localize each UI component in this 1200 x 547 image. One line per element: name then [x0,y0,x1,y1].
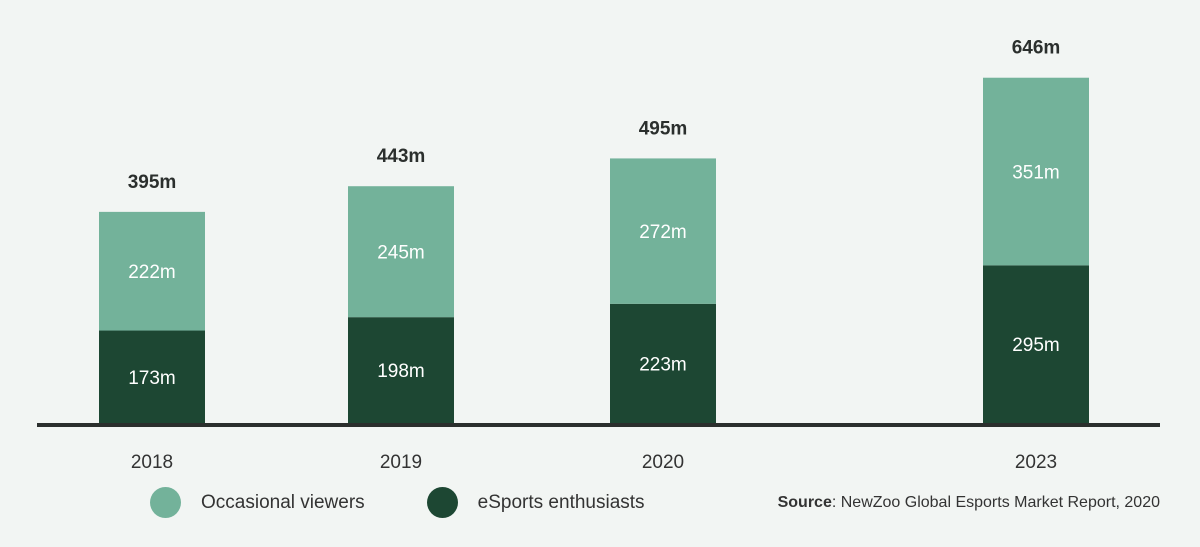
bar-esports-enthusiasts-2020 [610,303,716,423]
source-text: : NewZoo Global Esports Market Report, 2… [831,494,1160,511]
x-tick-label-2018: 2018 [131,452,173,473]
stacked-bar-chart: 173m 222m 395m 2018 198m 245m 443m 2019 223m 272m… [37,38,1160,473]
bars-group [99,77,1089,423]
data-label-esports-enthusiasts-2018: 173m [128,368,176,389]
bar-occasional-viewers-2023 [983,77,1089,266]
data-label-esports-enthusiasts-2023: 295m [1012,335,1060,356]
data-label-esports-enthusiasts-2020: 223m [639,354,687,375]
legend-label-occasional-viewers: Occasional viewers [201,491,365,513]
labels-group: 173m 222m 395m 2018 198m 245m 443m 2019 223m 272m… [128,38,1061,473]
bar-esports-enthusiasts-2019 [348,317,454,423]
bar-esports-enthusiasts-2018 [99,330,205,423]
legend-label-esports-enthusiasts: eSports enthusiasts [477,491,645,513]
data-label-occasional-viewers-2023: 351m [1012,163,1060,184]
total-label-2018: 395m [128,172,177,193]
bar-occasional-viewers-2018 [99,211,205,331]
data-label-occasional-viewers-2020: 272m [639,222,687,243]
legend: Occasional viewers eSports enthusiasts [150,487,707,518]
legend-swatch-esports-enthusiasts [426,487,458,518]
x-tick-label-2020: 2020 [642,452,684,473]
bar-occasional-viewers-2020 [610,158,716,304]
data-label-occasional-viewers-2018: 222m [128,262,176,283]
source-note: Source: NewZoo Global Esports Market Rep… [778,494,1160,512]
source-key: Source [777,494,832,511]
x-tick-label-2019: 2019 [380,452,422,473]
legend-item-esports-enthusiasts: eSports enthusiasts [426,487,645,518]
data-label-esports-enthusiasts-2019: 198m [377,361,425,382]
x-tick-label-2023: 2023 [1015,452,1057,473]
bar-esports-enthusiasts-2023 [983,265,1089,423]
bar-occasional-viewers-2019 [348,186,454,318]
legend-swatch-occasional-viewers [150,487,181,518]
data-label-occasional-viewers-2019: 245m [377,243,425,264]
total-label-2023: 646m [1012,38,1061,59]
legend-item-occasional-viewers: Occasional viewers [150,487,365,518]
total-label-2020: 495m [639,118,688,139]
total-label-2019: 443m [377,146,426,167]
